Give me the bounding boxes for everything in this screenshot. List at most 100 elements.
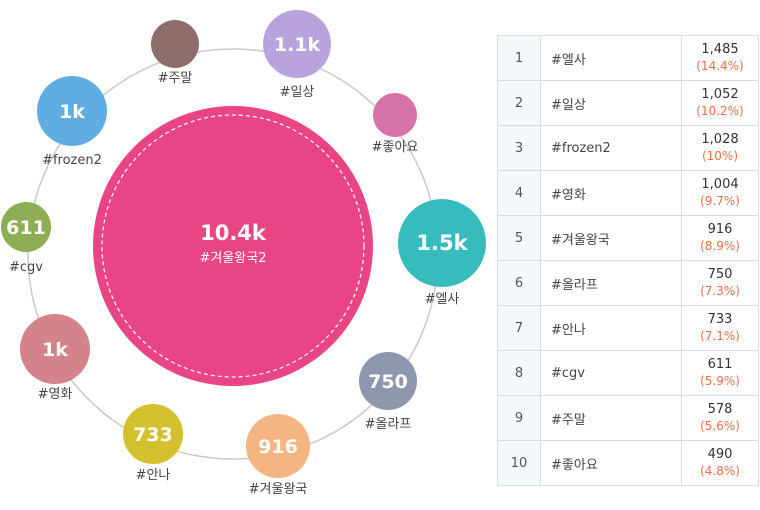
bubble-tag-label: #겨울왕국 — [249, 482, 308, 497]
count-cell: 733 (7.1%) — [681, 305, 759, 351]
bubble-value: 1.1k — [274, 34, 321, 56]
bubble-circle[interactable] — [373, 93, 417, 137]
tag-cell: #올라프 — [540, 260, 682, 306]
tag-cell: #겨울왕국 — [540, 215, 682, 261]
percent-value: (5.9%) — [700, 374, 740, 388]
bubble-겨울왕국[interactable]: 916 #겨울왕국 — [246, 414, 310, 497]
bubble-value: 733 — [133, 424, 173, 446]
bubble-tag-label: #cgv — [9, 260, 43, 275]
table-row: 8 #cgv 611 (5.9%) — [497, 350, 759, 396]
bubble-circle[interactable] — [37, 76, 107, 146]
bubble-circle[interactable] — [398, 199, 486, 287]
tag-bubbles: #주말 1.1k #일상 #좋아요 1.5k #엘사 750 #올라프 916 #겨울왕국 733 #… — [1, 10, 486, 497]
center-bubble-tag: #겨울왕국2 — [199, 251, 266, 266]
rank-cell: 1 — [497, 35, 541, 81]
count-value: 916 — [707, 222, 733, 237]
rank-cell: 3 — [497, 125, 541, 171]
tag-cell: #frozen2 — [540, 125, 682, 171]
percent-value: (7.1%) — [700, 329, 740, 343]
bubble-tag-label: #안나 — [136, 468, 171, 483]
bubble-tag-label: #좋아요 — [372, 140, 419, 155]
hashtag-bubble-chart: 10.4k #겨울왕국2 #주말 1.1k #일상 #좋아요 1.5k #엘사 750 #올라… — [1, 10, 486, 497]
bubble-영화[interactable]: 1k #영화 — [20, 314, 90, 402]
center-bubble-value: 10.4k — [200, 221, 267, 245]
table-row: 9 #주말 578 (5.6%) — [497, 395, 759, 441]
bubble-circle[interactable] — [263, 10, 331, 78]
table-row: 5 #겨울왕국 916 (8.9%) — [497, 215, 759, 261]
bubble-올라프[interactable]: 750 #올라프 — [359, 352, 417, 432]
count-value: 1,004 — [701, 177, 739, 192]
bubble-tag-label: #올라프 — [365, 417, 412, 432]
bubble-주말[interactable]: #주말 — [151, 20, 199, 86]
bubble-value: 611 — [6, 217, 46, 239]
tag-cell: #영화 — [540, 170, 682, 216]
bubble-circle[interactable] — [20, 314, 90, 384]
rank-cell: 2 — [497, 80, 541, 126]
tag-cell: #엘사 — [540, 35, 682, 81]
center-bubble-dashed-ring — [101, 114, 365, 378]
bubble-value: 1k — [42, 339, 68, 361]
count-cell: 578 (5.6%) — [681, 395, 759, 441]
table-row: 1 #엘사 1,485 (14.4%) — [497, 35, 759, 81]
count-cell: 1,028 (10%) — [681, 125, 759, 171]
percent-value: (10.2%) — [696, 104, 744, 118]
bubble-circle[interactable] — [123, 404, 183, 464]
percent-value: (14.4%) — [696, 59, 744, 73]
rank-cell: 10 — [497, 440, 541, 486]
percent-value: (4.8%) — [700, 464, 740, 478]
count-cell: 611 (5.9%) — [681, 350, 759, 396]
count-value: 611 — [707, 357, 733, 372]
bubble-tag-label: #엘사 — [425, 292, 460, 307]
bubble-tag-label: #일상 — [280, 85, 315, 100]
count-value: 750 — [707, 267, 733, 282]
bubble-tag-label: #영화 — [38, 387, 73, 402]
bubble-value: 750 — [368, 371, 408, 393]
count-cell: 1,004 (9.7%) — [681, 170, 759, 216]
count-value: 1,052 — [701, 87, 739, 102]
count-value: 1,485 — [701, 42, 739, 57]
bubble-circle[interactable] — [151, 20, 199, 68]
tag-cell: #주말 — [540, 395, 682, 441]
rank-cell: 7 — [497, 305, 541, 351]
count-cell: 916 (8.9%) — [681, 215, 759, 261]
bubble-cgv[interactable]: 611 #cgv — [1, 202, 51, 275]
rank-cell: 6 — [497, 260, 541, 306]
bubble-tag-label: #주말 — [158, 71, 193, 86]
rank-cell: 5 — [497, 215, 541, 261]
bubble-안나[interactable]: 733 #안나 — [123, 404, 183, 483]
bubble-좋아요[interactable]: #좋아요 — [372, 93, 419, 155]
bubble-circle[interactable] — [1, 202, 51, 252]
table-row: 7 #안나 733 (7.1%) — [497, 305, 759, 351]
tag-cell: #좋아요 — [540, 440, 682, 486]
rank-cell: 4 — [497, 170, 541, 216]
bubble-tag-label: #frozen2 — [42, 153, 102, 168]
table-row: 2 #일상 1,052 (10.2%) — [497, 80, 759, 126]
table-row: 10 #좋아요 490 (4.8%) — [497, 440, 759, 486]
table-row: 6 #올라프 750 (7.3%) — [497, 260, 759, 306]
table-row: 3 #frozen2 1,028 (10%) — [497, 125, 759, 171]
bubble-circle[interactable] — [359, 352, 417, 410]
count-cell: 1,052 (10.2%) — [681, 80, 759, 126]
percent-value: (5.6%) — [700, 419, 740, 433]
percent-value: (8.9%) — [700, 239, 740, 253]
count-value: 1,028 — [701, 132, 739, 147]
count-cell: 1,485 (14.4%) — [681, 35, 759, 81]
rank-cell: 8 — [497, 350, 541, 396]
count-value: 490 — [707, 447, 733, 462]
count-value: 733 — [707, 312, 733, 327]
bubble-일상[interactable]: 1.1k #일상 — [263, 10, 331, 100]
bubble-frozen2[interactable]: 1k #frozen2 — [37, 76, 107, 168]
bubble-엘사[interactable]: 1.5k #엘사 — [398, 199, 486, 307]
bubble-value: 916 — [258, 436, 298, 458]
count-value: 578 — [707, 402, 733, 417]
count-cell: 490 (4.8%) — [681, 440, 759, 486]
percent-value: (7.3%) — [700, 284, 740, 298]
percent-value: (10%) — [701, 149, 739, 163]
tag-cell: #일상 — [540, 80, 682, 126]
count-cell: 750 (7.3%) — [681, 260, 759, 306]
bubble-value: 1k — [59, 101, 85, 123]
center-bubble[interactable] — [93, 106, 373, 386]
bubble-circle[interactable] — [246, 414, 310, 478]
rank-cell: 9 — [497, 395, 541, 441]
bubble-value: 1.5k — [416, 231, 468, 255]
